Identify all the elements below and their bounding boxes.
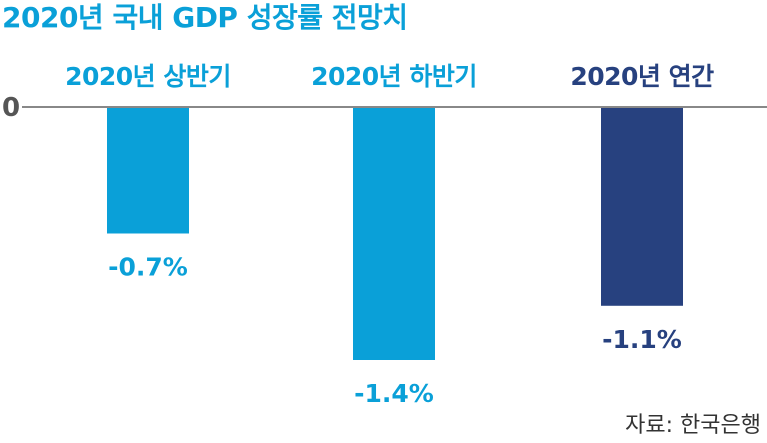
source-note: 자료: 한국은행 [625,413,761,438]
chart-title: 2020년 국내 GDP 성장률 전망치 [2,1,408,34]
zero-tick-label: 0 [2,93,20,123]
bar [601,107,683,306]
bar [107,107,189,234]
data-label: -0.7% [108,253,188,282]
data-label: -1.4% [354,379,434,408]
category-label: 2020년 하반기 [311,62,477,91]
bar [353,107,435,360]
category-label: 2020년 상반기 [65,62,231,91]
data-label: -1.1% [602,325,682,354]
category-label: 2020년 연간 [570,62,714,91]
